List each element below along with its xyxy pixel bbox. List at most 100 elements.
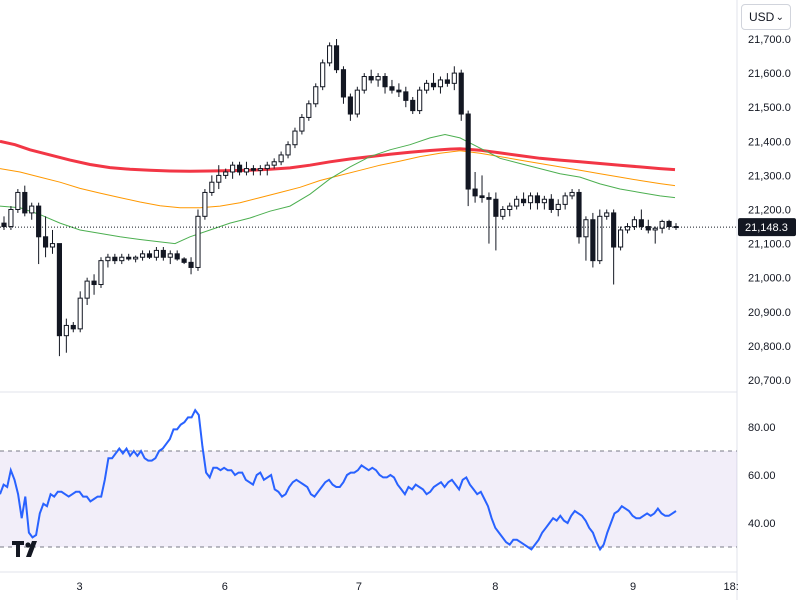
candle-body <box>382 76 388 88</box>
tradingview-logo[interactable] <box>12 541 37 557</box>
candle <box>624 223 631 234</box>
candle <box>534 192 541 210</box>
candlestick-series <box>1 39 679 357</box>
price-axis[interactable]: 21,700.0 21,600.0 21,500.0 21,400.0 21,300.0… <box>748 34 791 530</box>
candle <box>631 216 638 230</box>
candle <box>29 202 35 220</box>
candle <box>666 219 672 230</box>
candle <box>209 175 215 196</box>
candle-body <box>36 205 42 238</box>
candle-body <box>15 191 21 210</box>
candle-body <box>306 103 312 118</box>
candle-body <box>465 113 471 190</box>
candle-body <box>493 198 499 217</box>
candle <box>548 194 554 213</box>
candle <box>479 175 485 203</box>
candle-body <box>403 91 409 101</box>
candle <box>507 202 513 217</box>
rsi-axis-tick-label: 40.00 <box>748 518 776 530</box>
price-axis-tick-label: 21,200.0 <box>748 205 791 217</box>
candle-body <box>257 168 263 171</box>
candle-body <box>534 195 541 204</box>
currency-dropdown[interactable]: USD ⌄ <box>741 4 791 30</box>
candle-body <box>133 256 139 260</box>
candle <box>119 253 125 265</box>
candle <box>347 93 353 121</box>
candle-body <box>424 82 430 91</box>
time-axis-label: 8 <box>492 581 498 593</box>
candle <box>569 189 575 200</box>
candle-body <box>375 76 381 81</box>
candle <box>659 219 665 234</box>
candle-body <box>42 236 49 248</box>
candle-body <box>223 171 229 176</box>
moving-averages <box>0 133 676 245</box>
candle <box>257 165 263 176</box>
candle <box>285 141 291 159</box>
candle-body <box>521 198 527 204</box>
candle-body <box>236 164 243 173</box>
candle <box>327 42 333 67</box>
candle-body <box>555 203 561 210</box>
candle <box>527 192 534 210</box>
candle <box>673 223 679 230</box>
candle-body <box>624 226 631 231</box>
candle-body <box>216 174 222 183</box>
candle-body <box>327 45 333 64</box>
candle <box>250 165 256 176</box>
moving-average-line-2 <box>0 150 676 209</box>
price-axis-tick-label: 21,700.0 <box>748 34 791 46</box>
candle <box>451 66 457 91</box>
price-axis-tick-label: 21,000.0 <box>748 273 791 285</box>
candle <box>555 199 561 217</box>
candle-body <box>112 256 118 262</box>
candle-body <box>119 256 125 262</box>
candle-body <box>202 191 208 217</box>
candle <box>645 219 651 234</box>
candle <box>153 247 159 261</box>
candle-body <box>56 243 63 337</box>
candle <box>299 114 305 135</box>
last-price-tag <box>738 218 796 237</box>
candle-body <box>22 191 28 214</box>
rsi-band-fill <box>0 451 737 547</box>
candle-body <box>77 297 83 330</box>
price-axis-tick-label: 21,500.0 <box>748 102 791 114</box>
last-price-label: 21,148.3 <box>745 222 788 234</box>
candle <box>583 216 589 261</box>
rsi-series <box>0 408 677 552</box>
candle <box>91 274 97 295</box>
candle <box>313 83 319 108</box>
candle-body <box>230 164 236 173</box>
candle-body <box>195 215 201 268</box>
candle <box>139 250 146 261</box>
candle <box>465 110 471 207</box>
candle-body <box>514 198 520 207</box>
candle <box>278 151 284 166</box>
candle-body <box>479 195 485 199</box>
candle-body <box>126 256 132 260</box>
candle <box>306 100 312 121</box>
candle <box>174 250 180 261</box>
candle-body <box>264 164 270 170</box>
candle-body <box>278 154 284 163</box>
candle-body <box>361 76 367 91</box>
candle <box>486 192 492 244</box>
candle <box>333 39 340 74</box>
candle <box>652 226 658 244</box>
candle <box>417 86 423 115</box>
candle-body <box>320 62 326 88</box>
time-axis[interactable]: 3 6 7 8 9 18: <box>77 581 739 593</box>
candle <box>77 291 83 333</box>
candle <box>236 161 243 176</box>
candle <box>70 322 76 333</box>
candle-body <box>583 219 589 238</box>
candle-body <box>139 253 146 258</box>
candle <box>562 192 568 210</box>
candle <box>181 257 187 265</box>
candle <box>354 86 360 118</box>
candle <box>514 195 520 210</box>
candle-body <box>333 45 340 71</box>
